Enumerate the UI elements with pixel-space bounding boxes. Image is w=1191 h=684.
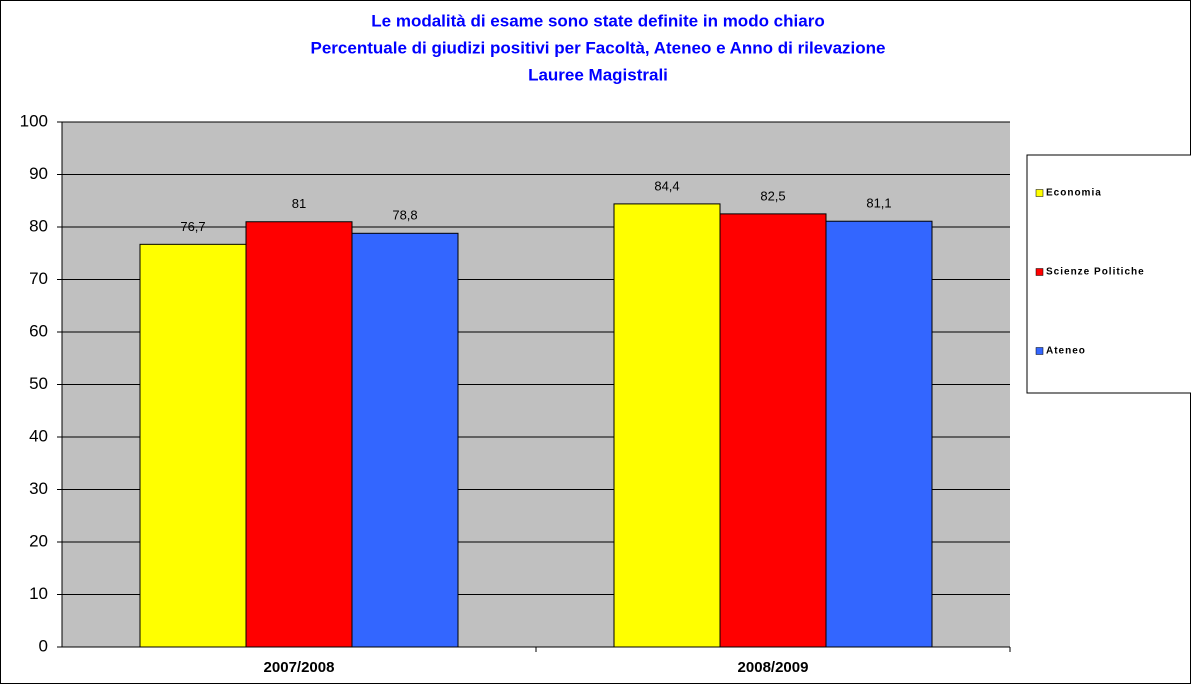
value-label: 78,8 — [392, 208, 417, 223]
value-label: 81 — [292, 196, 306, 211]
y-tick-label: 80 — [29, 216, 48, 235]
value-label: 81,1 — [866, 196, 891, 211]
y-tick-label: 20 — [29, 531, 48, 550]
chart-title: Lauree Magistrali — [528, 65, 668, 84]
y-tick-label: 40 — [29, 426, 48, 445]
chart-title: Le modalità di esame sono state definite… — [371, 11, 824, 30]
y-tick-label: 50 — [29, 374, 48, 393]
value-label: 82,5 — [760, 188, 785, 203]
legend-label: Ateneo — [1046, 346, 1086, 357]
bar — [825, 220, 933, 648]
y-tick-label: 70 — [29, 269, 48, 288]
legend-label: Scienze Politiche — [1046, 267, 1145, 278]
bar — [245, 221, 353, 648]
y-tick-label: 0 — [39, 636, 48, 655]
x-tick-label: 2008/2009 — [738, 659, 809, 676]
bar — [139, 243, 247, 648]
legend-swatch — [1035, 347, 1044, 355]
legend-label: Economia — [1046, 188, 1102, 199]
legend-swatch — [1035, 189, 1044, 197]
bar — [613, 203, 721, 648]
y-tick-label: 100 — [20, 111, 48, 130]
bar — [719, 213, 827, 648]
y-tick-label: 90 — [29, 164, 48, 183]
chart-title: Percentuale di giudizi positivi per Faco… — [311, 38, 886, 57]
value-label: 84,4 — [654, 178, 679, 193]
y-tick-label: 60 — [29, 321, 48, 340]
legend-swatch — [1035, 268, 1044, 276]
legend-box — [1026, 154, 1191, 394]
value-label: 76,7 — [180, 219, 205, 234]
y-tick-label: 10 — [29, 584, 48, 603]
y-tick-label: 30 — [29, 479, 48, 498]
bar — [351, 232, 459, 648]
x-tick-label: 2007/2008 — [264, 659, 335, 676]
